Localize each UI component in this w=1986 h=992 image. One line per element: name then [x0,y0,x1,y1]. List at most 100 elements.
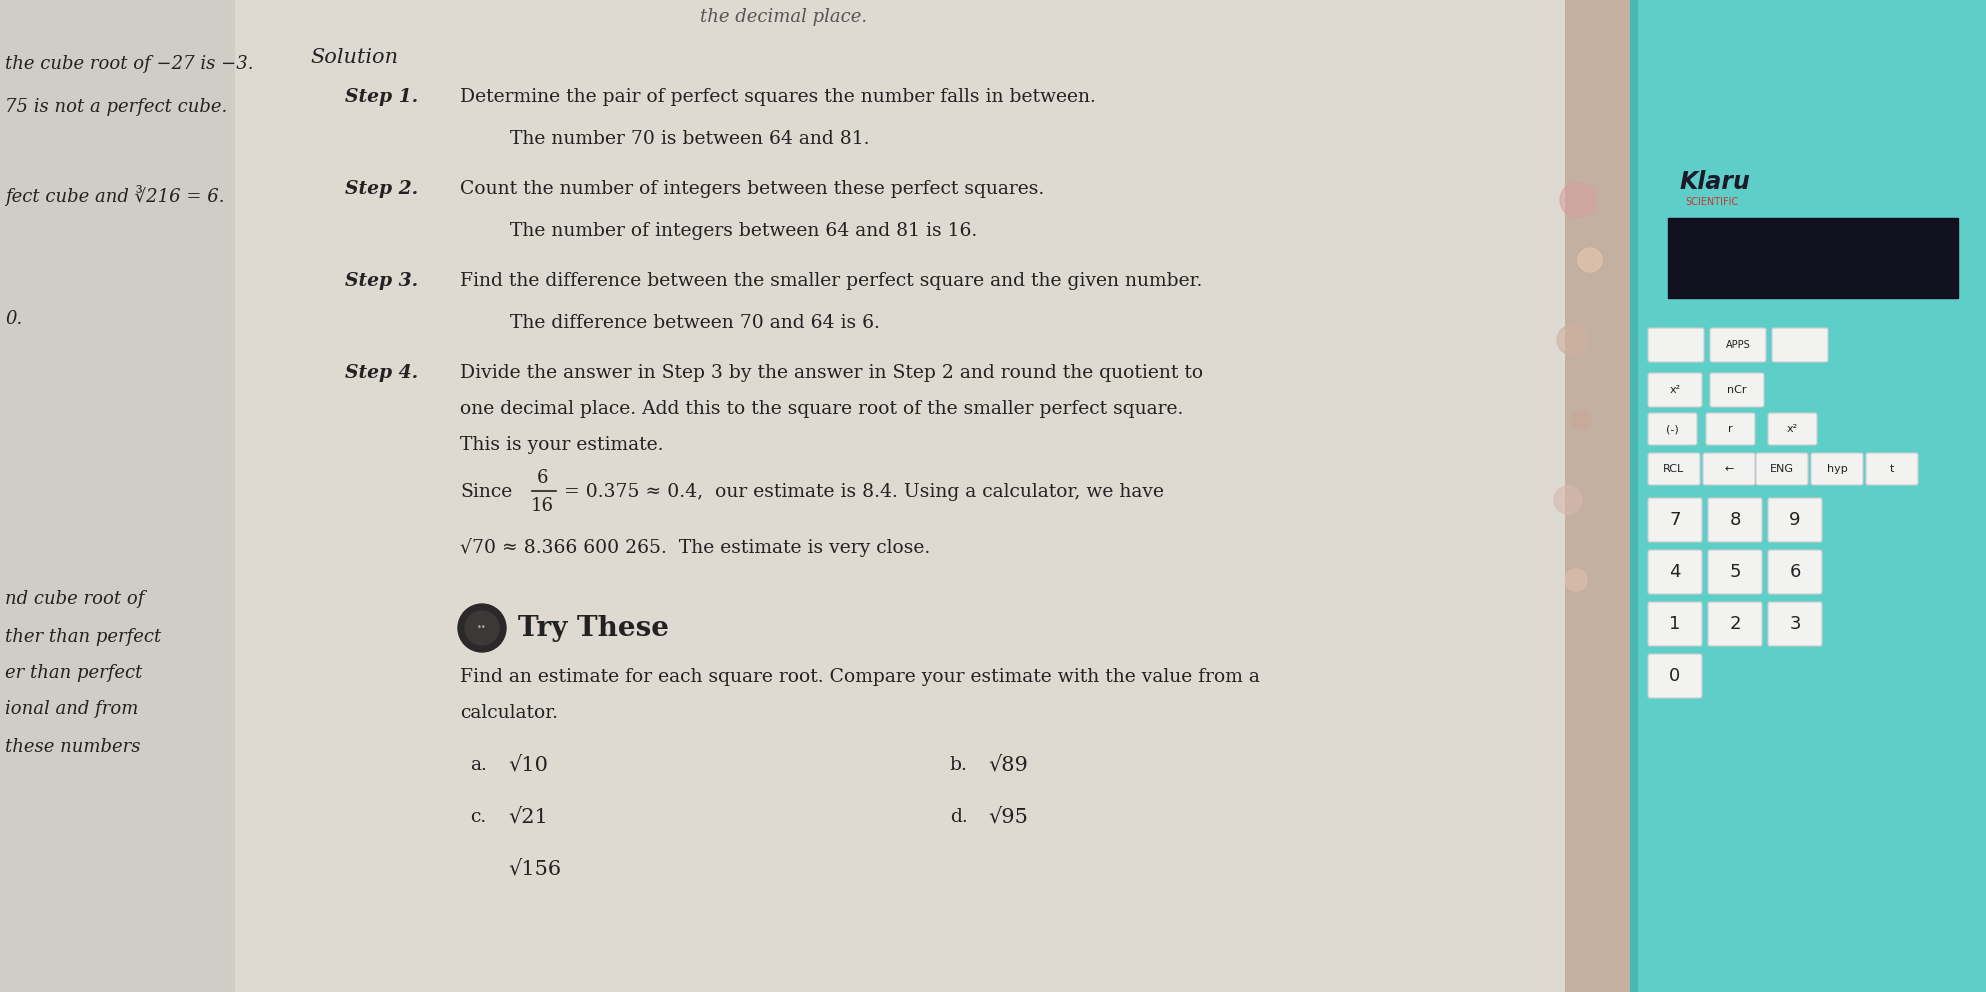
Text: The number of integers between 64 and 81 is 16.: The number of integers between 64 and 81… [510,222,977,240]
Text: √95: √95 [987,808,1029,827]
Text: SCIENTIFIC: SCIENTIFIC [1684,197,1738,207]
Text: the cube root of −27 is −3.: the cube root of −27 is −3. [6,55,254,73]
Text: 2: 2 [1730,615,1742,633]
FancyBboxPatch shape [1648,413,1696,445]
Text: 0: 0 [1670,667,1680,685]
Text: Try These: Try These [518,615,669,642]
Bar [0,0,234,992]
Text: 6: 6 [536,469,548,487]
Text: Step 1.: Step 1. [346,88,419,106]
FancyBboxPatch shape [1706,413,1756,445]
FancyBboxPatch shape [1710,328,1766,362]
FancyBboxPatch shape [1708,602,1762,646]
FancyBboxPatch shape [1648,373,1702,407]
Text: Find an estimate for each square root. Compare your estimate with the value from: Find an estimate for each square root. C… [461,668,1259,686]
Text: √70 ≈ 8.366 600 265.  The estimate is very close.: √70 ≈ 8.366 600 265. The estimate is ver… [461,538,929,557]
Text: r: r [1728,424,1734,434]
Text: 0.: 0. [6,310,22,328]
Text: √89: √89 [987,756,1029,775]
FancyBboxPatch shape [1768,498,1821,542]
FancyBboxPatch shape [1756,453,1807,485]
Text: √10: √10 [508,756,548,775]
Text: calculator.: calculator. [461,704,558,722]
Text: one decimal place. Add this to the square root of the smaller perfect square.: one decimal place. Add this to the squar… [461,400,1184,418]
Text: b.: b. [949,756,967,774]
Text: This is your estimate.: This is your estimate. [461,436,663,454]
Bar [1565,0,1654,992]
Text: 8: 8 [1730,511,1740,529]
Text: these numbers: these numbers [6,738,141,756]
FancyBboxPatch shape [1811,453,1863,485]
Text: (-): (-) [1666,424,1678,434]
Text: x²: x² [1670,385,1680,395]
Text: ←: ← [1724,464,1734,474]
Bar [1631,0,1986,992]
FancyBboxPatch shape [1768,602,1821,646]
FancyBboxPatch shape [1768,413,1817,445]
FancyBboxPatch shape [1648,328,1704,362]
Text: RCL: RCL [1664,464,1684,474]
Text: Klaru: Klaru [1680,170,1752,194]
Text: nCr: nCr [1728,385,1748,395]
Circle shape [465,611,498,645]
Text: 1: 1 [1670,615,1680,633]
Text: Step 3.: Step 3. [346,272,419,290]
Text: 5: 5 [1730,563,1742,581]
Text: Count the number of integers between these perfect squares.: Count the number of integers between the… [461,180,1045,198]
FancyBboxPatch shape [1648,498,1702,542]
Text: 3: 3 [1789,615,1801,633]
Circle shape [1565,569,1587,591]
Text: fect cube and ∛216 = 6.: fect cube and ∛216 = 6. [6,185,224,206]
Text: 75 is not a perfect cube.: 75 is not a perfect cube. [6,98,226,116]
FancyBboxPatch shape [1648,654,1702,698]
Bar [234,0,1565,992]
Bar [1565,0,1986,992]
Circle shape [459,604,506,652]
FancyBboxPatch shape [1648,602,1702,646]
Text: ••: •• [477,624,487,633]
Text: 7: 7 [1670,511,1680,529]
Text: 6: 6 [1789,563,1801,581]
FancyBboxPatch shape [1708,498,1762,542]
Text: the decimal place.: the decimal place. [699,8,868,26]
Text: √21: √21 [508,808,548,827]
Text: √156: √156 [508,860,562,879]
Text: hyp: hyp [1827,464,1847,474]
FancyBboxPatch shape [1867,453,1918,485]
Text: 9: 9 [1789,511,1801,529]
Bar [1668,218,1958,298]
FancyBboxPatch shape [1648,550,1702,594]
Text: Step 4.: Step 4. [346,364,419,382]
Circle shape [1573,410,1593,430]
FancyBboxPatch shape [1710,373,1764,407]
Text: Solution: Solution [310,48,397,67]
Text: Step 2.: Step 2. [346,180,419,198]
Text: The number 70 is between 64 and 81.: The number 70 is between 64 and 81. [510,130,870,148]
Text: er than perfect: er than perfect [6,664,143,682]
Text: 16: 16 [530,497,554,515]
Text: Find the difference between the smaller perfect square and the given number.: Find the difference between the smaller … [461,272,1202,290]
Text: a.: a. [471,756,487,774]
Text: ENG: ENG [1770,464,1793,474]
Text: The difference between 70 and 64 is 6.: The difference between 70 and 64 is 6. [510,314,880,332]
Text: Determine the pair of perfect squares the number falls in between.: Determine the pair of perfect squares th… [461,88,1096,106]
Text: ional and from: ional and from [6,700,139,718]
FancyBboxPatch shape [1648,453,1700,485]
Text: Since: Since [461,483,512,501]
Circle shape [1553,486,1583,514]
Bar [1631,0,1638,992]
Text: Divide the answer in Step 3 by the answer in Step 2 and round the quotient to: Divide the answer in Step 3 by the answe… [461,364,1204,382]
Text: 4: 4 [1670,563,1680,581]
Text: = 0.375 ≈ 0.4,  our estimate is 8.4. Using a calculator, we have: = 0.375 ≈ 0.4, our estimate is 8.4. Usin… [564,483,1164,501]
Text: d.: d. [949,808,967,826]
Text: t: t [1891,464,1895,474]
Text: APPS: APPS [1726,340,1750,350]
Text: x²: x² [1787,424,1797,434]
Circle shape [1557,325,1587,355]
FancyBboxPatch shape [1708,550,1762,594]
Circle shape [1579,248,1603,272]
Text: c.: c. [471,808,487,826]
FancyBboxPatch shape [1704,453,1756,485]
FancyBboxPatch shape [1768,550,1821,594]
FancyBboxPatch shape [1772,328,1827,362]
